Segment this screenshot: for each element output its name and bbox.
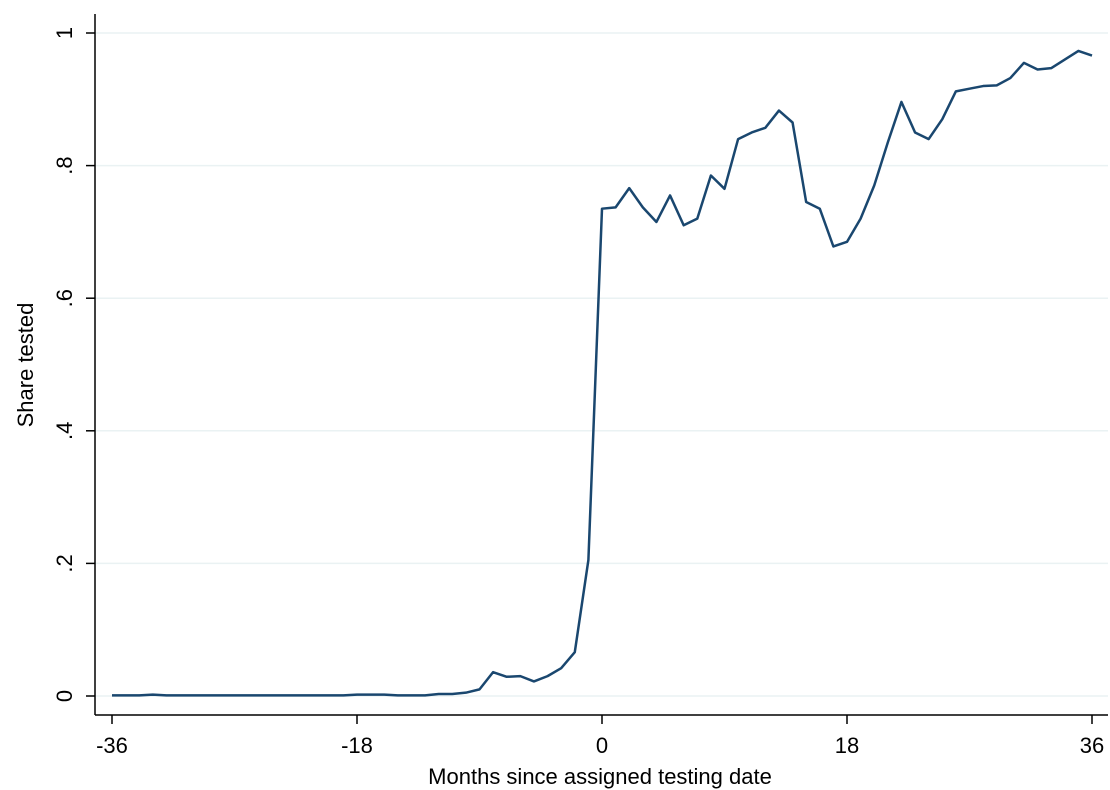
y-tick-label: .8 xyxy=(52,156,77,174)
y-axis-title: Share tested xyxy=(13,303,38,428)
x-tick-label: -18 xyxy=(341,733,373,758)
y-tick-label: .2 xyxy=(52,554,77,572)
y-tick-label: .4 xyxy=(52,422,77,440)
x-axis-title: Months since assigned testing date xyxy=(428,764,772,789)
line xyxy=(112,49,1093,697)
y-tick-label: 0 xyxy=(52,690,77,702)
y-tick-label: .6 xyxy=(52,289,77,307)
x-tick-label: 18 xyxy=(835,733,859,758)
x-tick-label: -36 xyxy=(96,733,128,758)
x-tick-label: 0 xyxy=(596,733,608,758)
x-tick-label: 36 xyxy=(1080,733,1104,758)
y-tick-label: 1 xyxy=(52,27,77,39)
